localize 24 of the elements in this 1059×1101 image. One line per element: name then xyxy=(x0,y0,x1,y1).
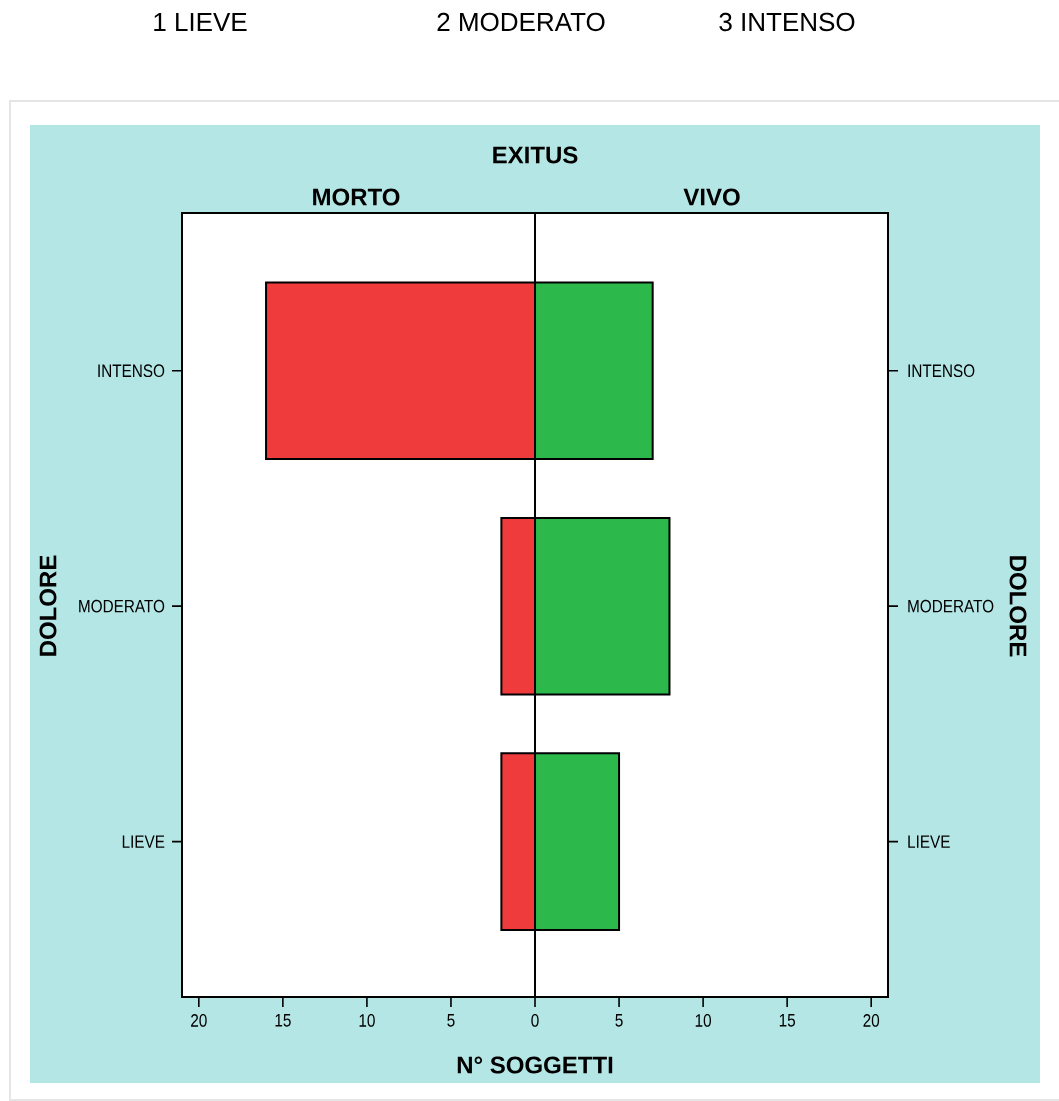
text: DOLORE xyxy=(1009,556,1027,657)
x-tick-label: 0 xyxy=(531,1014,539,1027)
text: VIVO xyxy=(683,188,740,206)
category-label: LIEVE xyxy=(908,835,950,848)
x-tick-label: 20 xyxy=(863,1014,880,1027)
category-label: INTENSO xyxy=(908,364,975,378)
text: MORTO xyxy=(313,188,400,206)
text: 3 INTENSO xyxy=(719,12,855,32)
y-tick-label: LIEVE xyxy=(122,835,165,848)
y-tick-label: MODERATO xyxy=(79,599,165,613)
x-tick-label: 5 xyxy=(615,1014,623,1027)
x-axis-title: N° SOGGETTI xyxy=(457,1056,613,1074)
chart-title: EXITUS xyxy=(493,146,578,164)
text: 1 LIEVE xyxy=(154,13,247,31)
x-tick-label: 15 xyxy=(779,1014,796,1027)
x-tick-label: 15 xyxy=(275,1014,291,1027)
x-tick-label: 5 xyxy=(447,1014,455,1027)
y-axis-title: DOLORE xyxy=(39,555,57,656)
x-tick-label: 20 xyxy=(191,1014,207,1027)
x-tick-label: 10 xyxy=(359,1014,375,1027)
y-tick-label: INTENSO xyxy=(98,364,165,378)
text: 2 MODERATO xyxy=(437,12,605,32)
x-tick-label: 10 xyxy=(695,1014,711,1027)
category-label: MODERATO xyxy=(908,599,994,613)
